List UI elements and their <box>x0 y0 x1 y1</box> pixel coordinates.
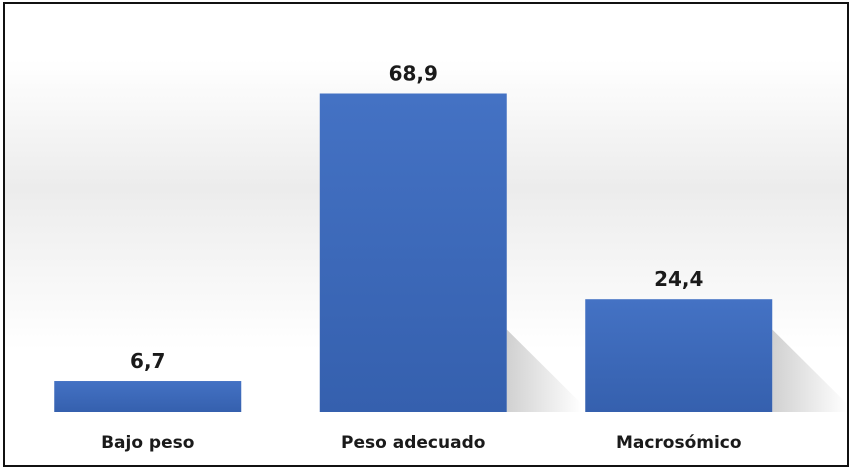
data-labels: 6,7 68,9 24,4 <box>130 62 703 374</box>
data-label: 24,4 <box>654 267 703 291</box>
bar-bajo-peso <box>54 381 242 412</box>
bar-shadow <box>772 329 847 412</box>
bar-shadows <box>506 329 847 412</box>
bar-chart: 6,7 68,9 24,4 Bajo peso Peso adecuado Macros… <box>54 62 847 453</box>
data-label: 6,7 <box>130 349 165 373</box>
data-label: 68,9 <box>389 62 438 86</box>
category-tick-label: Bajo peso <box>101 433 194 453</box>
bar-macrosómico <box>585 299 773 412</box>
bars <box>54 93 773 412</box>
bar-peso-adecuado <box>319 93 507 412</box>
chart-frame: 6,7 68,9 24,4 Bajo peso Peso adecuado Macros… <box>3 2 849 467</box>
bar-shadow <box>506 329 582 412</box>
category-tick-label: Peso adecuado <box>341 433 485 453</box>
category-axis-labels: Bajo peso Peso adecuado Macrosómico <box>101 433 741 453</box>
category-tick-label: Macrosómico <box>616 433 742 453</box>
